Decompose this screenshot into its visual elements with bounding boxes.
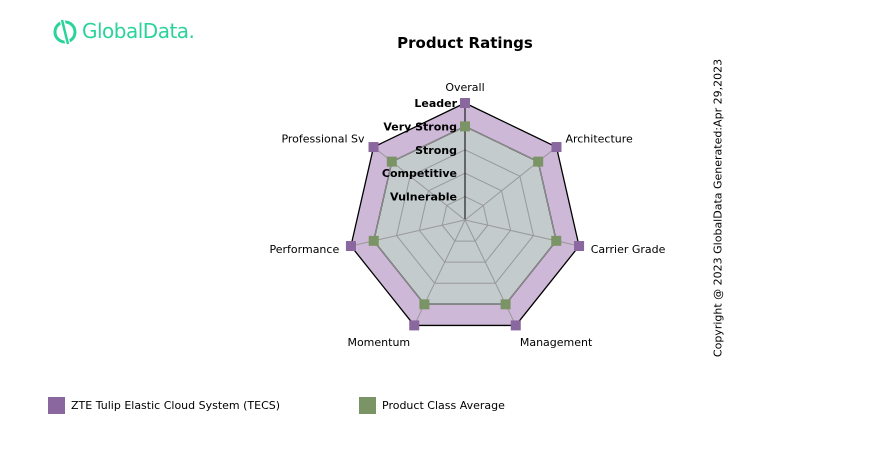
axis-label: Carrier Grade: [591, 243, 666, 256]
data-point-s1-6: [386, 156, 397, 167]
chart-title: Product Ratings: [397, 34, 533, 52]
axis-label: Architecture: [565, 132, 633, 145]
data-point-s0-1: [551, 142, 562, 153]
level-label: Vulnerable: [390, 191, 457, 204]
axis-label: Professional Sv: [281, 132, 365, 145]
legend-swatch-average: [359, 397, 376, 414]
data-point-s0-4: [409, 320, 420, 331]
axis-label: Performance: [270, 243, 340, 256]
data-point-s1-2: [551, 235, 562, 246]
grid-ring-3: [396, 149, 534, 284]
level-label: Very Strong: [383, 120, 457, 133]
data-point-s0-6: [368, 142, 379, 153]
level-label: Competitive: [382, 167, 457, 180]
data-point-s0-3: [510, 320, 521, 331]
axis-label: Management: [520, 336, 593, 349]
grid-ring-4: [373, 125, 557, 305]
legend-label-zte: ZTE Tulip Elastic Cloud System (TECS): [71, 399, 281, 412]
data-point-s0-5: [345, 241, 356, 252]
data-point-s1-5: [368, 235, 379, 246]
data-point-s1-3: [500, 299, 511, 310]
legend-item-average: Product Class Average: [359, 397, 505, 414]
level-label: Leader: [414, 97, 457, 110]
legend-swatch-zte: [48, 397, 65, 414]
data-point-s0-2: [574, 241, 585, 252]
legend-item-zte: ZTE Tulip Elastic Cloud System (TECS): [48, 397, 280, 414]
logo-text: GlobalData.: [82, 19, 195, 43]
level-label: Strong: [415, 144, 457, 157]
globaldata-logo-icon: [53, 18, 77, 46]
legend-label-average: Product Class Average: [382, 399, 505, 412]
axis-label: Overall: [445, 81, 484, 94]
axis-label: Momentum: [347, 336, 410, 349]
grid-ring-2: [418, 172, 512, 263]
data-point-s1-1: [533, 156, 544, 167]
data-point-s1-0: [460, 121, 470, 132]
globaldata-logo: GlobalData.: [52, 16, 195, 46]
grid-ring-1: [441, 196, 489, 242]
data-point-s1-4: [419, 299, 430, 310]
data-point-s0-0: [460, 98, 470, 108]
